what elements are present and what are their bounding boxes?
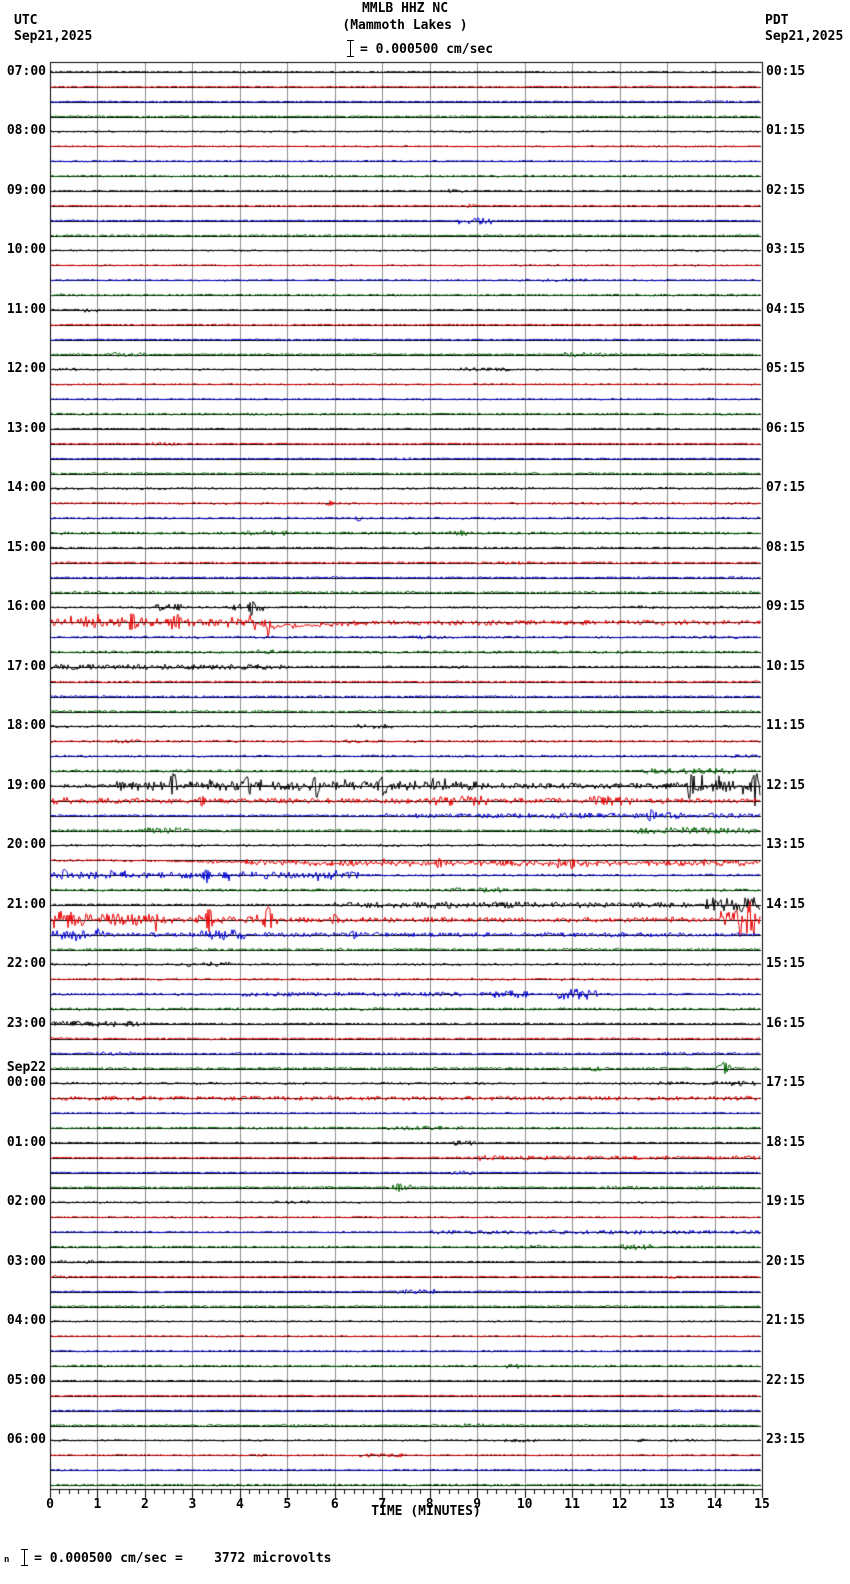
right-hour-label: 11:15: [766, 718, 806, 734]
left-hour-label: 11:00: [6, 301, 46, 317]
left-hour-label: 06:00: [6, 1432, 46, 1448]
left-hour-label: 23:00: [6, 1015, 46, 1031]
right-hour-label: 14:15: [766, 896, 806, 912]
left-date-label: Sep21,2025: [14, 29, 93, 44]
left-hour-label: 20:00: [6, 837, 46, 853]
x-tick-label: 13: [659, 1497, 675, 1512]
left-hour-label: 17:00: [6, 658, 46, 674]
footer-scale: n = 0.000500 cm/sec = 3772 microvolts: [4, 1547, 331, 1566]
left-hour-label: 05:00: [6, 1372, 46, 1388]
x-tick-label: 14: [706, 1497, 723, 1512]
left-hour-label: 13:00: [6, 420, 46, 436]
right-hour-label: 02:15: [766, 182, 806, 198]
x-tick-label: 8: [425, 1497, 434, 1512]
left-hour-label: 09:00: [6, 182, 46, 198]
right-timezone-label: PDT: [765, 13, 789, 28]
right-date-label: Sep21,2025: [765, 29, 844, 44]
right-hour-label: 22:15: [766, 1372, 806, 1388]
left-hour-label: 12:00: [6, 361, 46, 377]
x-tick-label: 11: [564, 1497, 580, 1512]
x-tick-label: 5: [283, 1497, 292, 1512]
right-hour-label: 00:15: [766, 64, 806, 79]
right-hour-label: 04:15: [766, 301, 806, 317]
right-hour-label: 08:15: [766, 539, 806, 555]
footer-prefix: n: [4, 1555, 10, 1565]
left-hour-label: 01:00: [6, 1134, 46, 1150]
left-hour-label: 14:00: [6, 480, 46, 496]
x-tick-label: 2: [141, 1497, 149, 1512]
left-hour-label: 22:00: [6, 956, 46, 972]
footer-scale-bar-icon: [21, 1549, 29, 1566]
x-tick-label: 7: [378, 1497, 387, 1512]
right-hour-label: 17:15: [766, 1075, 806, 1091]
x-axis-title: TIME (MINUTES): [371, 1504, 481, 1519]
left-hour-label: 02:00: [6, 1194, 46, 1210]
left-hour-label: 15:00: [6, 539, 46, 555]
right-hour-label: 21:15: [766, 1313, 806, 1329]
right-hour-label: 09:15: [766, 599, 806, 615]
right-hour-label: 05:15: [766, 361, 806, 377]
left-hour-label: 08:00: [6, 123, 46, 139]
scale-bar-icon: [347, 40, 354, 57]
left-hour-label: 03:00: [6, 1253, 46, 1269]
left-hour-label: 07:00: [6, 64, 46, 79]
right-hour-label: 06:15: [766, 420, 806, 436]
x-tick-label: 12: [611, 1497, 628, 1512]
header-scale-text: = 0.000500 cm/sec: [360, 42, 494, 57]
right-hour-label: 13:15: [766, 837, 806, 853]
right-hour-label: 19:15: [766, 1194, 806, 1210]
x-tick-label: 10: [516, 1497, 533, 1512]
right-hour-label: 20:15: [766, 1253, 806, 1269]
right-hour-label: 15:15: [766, 956, 806, 972]
left-hour-label: 16:00: [6, 599, 46, 615]
left-timezone-label: UTC: [14, 13, 38, 28]
left-hour-label: 04:00: [6, 1313, 46, 1329]
x-tick-label: 1: [93, 1497, 102, 1512]
right-hour-label: 18:15: [766, 1134, 806, 1150]
x-tick-label: 9: [473, 1497, 482, 1512]
right-hour-label: 23:15: [766, 1432, 806, 1448]
footer-scale-text: = 0.000500 cm/sec = 3772 microvolts: [34, 1551, 332, 1566]
station-title: MMLB HHZ NC: [361, 1, 449, 16]
left-hour-label: 18:00: [6, 718, 46, 734]
right-hour-label: 10:15: [766, 658, 806, 674]
right-hour-label: 16:15: [766, 1015, 806, 1031]
right-hour-label: 07:15: [766, 480, 806, 496]
header-scale: = 0.000500 cm/sec: [347, 38, 493, 57]
left-date-rollover-label: Sep22: [6, 1060, 46, 1076]
station-subtitle: (Mammoth Lakes ): [342, 18, 468, 33]
right-hour-label: 03:15: [766, 242, 806, 258]
x-tick-label: 4: [235, 1497, 244, 1512]
right-hour-label: 12:15: [766, 777, 806, 793]
left-hour-label: 10:00: [6, 242, 46, 258]
x-tick-label: 15: [754, 1497, 770, 1512]
left-hour-label: 00:00: [6, 1075, 46, 1091]
left-hour-label: 21:00: [6, 896, 46, 912]
left-hour-label: 19:00: [6, 777, 46, 793]
x-tick-label: 6: [330, 1497, 339, 1512]
right-hour-label: 01:15: [766, 123, 806, 139]
x-tick-label: 3: [188, 1497, 197, 1512]
x-tick-label: 0: [46, 1497, 54, 1512]
